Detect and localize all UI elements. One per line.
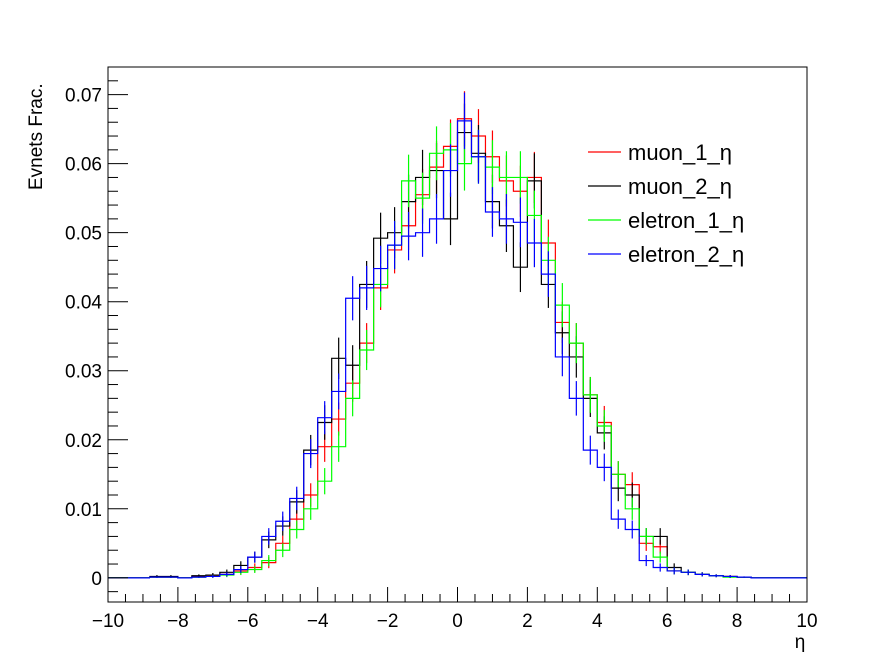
legend: muon_1_η muon_2_η eletron_1_η eletron_2_η (588, 140, 744, 267)
legend-label: muon_2_η (628, 174, 732, 199)
y-tick-label: 0.02 (65, 431, 102, 452)
y-tick-label: 0.03 (65, 362, 102, 383)
y-tick-label: 0.04 (65, 293, 102, 314)
x-tick-label: 8 (732, 611, 743, 632)
legend-entry: eletron_2_η (588, 242, 744, 267)
y-tick-label: 0.05 (65, 224, 102, 245)
x-tick-label: −4 (307, 611, 329, 632)
x-axis-title: η (795, 632, 806, 653)
y-tick-label: 0.01 (65, 500, 102, 521)
x-tick-label: 6 (662, 611, 673, 632)
legend-entry: muon_2_η (588, 174, 732, 199)
x-tick-label: 4 (592, 611, 603, 632)
y-axis-title: Evnets Frac. (26, 83, 47, 190)
legend-entry: eletron_1_η (588, 208, 744, 233)
x-tick-label: 0 (452, 611, 463, 632)
x-tick-label: −2 (377, 611, 399, 632)
x-tick-label: 2 (522, 611, 533, 632)
y-tick-label: 0 (91, 569, 102, 590)
x-tick-label: 10 (796, 611, 817, 632)
y-tick-label: 0.07 (65, 86, 102, 107)
legend-label: eletron_1_η (628, 208, 744, 233)
legend-label: eletron_2_η (628, 242, 744, 267)
x-tick-label: −8 (167, 611, 189, 632)
x-tick-label: −10 (92, 611, 124, 632)
y-tick-label: 0.06 (65, 155, 102, 176)
x-tick-label: −6 (237, 611, 259, 632)
legend-label: muon_1_η (628, 140, 732, 165)
axes-layer: −10 −8 −6 −4 −2 0 2 4 6 8 10 0 0.01 0.02 0.03 0.04 0.05 0… (65, 66, 818, 632)
series-4 (108, 92, 807, 579)
legend-entry: muon_1_η (588, 140, 732, 165)
series-layer (108, 91, 807, 579)
